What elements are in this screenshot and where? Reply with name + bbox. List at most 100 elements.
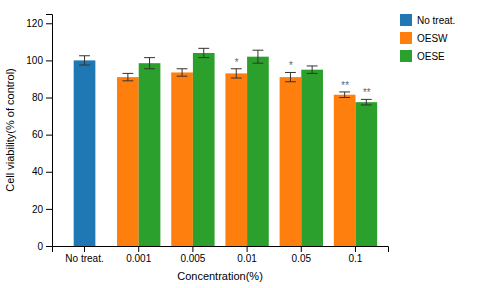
- x-tick-mark: [84, 246, 85, 252]
- y-tick: 40: [32, 166, 52, 177]
- x-tick: 0.001: [126, 246, 151, 264]
- significance-label: *: [288, 60, 293, 71]
- y-tick-label: 80: [32, 92, 44, 103]
- error-bar-cap: [177, 68, 188, 69]
- error-bar-cap: [253, 63, 264, 64]
- bar: [171, 72, 193, 246]
- error-bar-cap: [285, 81, 296, 82]
- annotations: ******: [234, 57, 371, 99]
- x-tick: 0.005: [180, 246, 205, 264]
- y-tick-mark: [46, 98, 52, 99]
- plot: 0 20 40 60 80 100 120 No treat. 0.001 0.005 0.01 0.…: [4, 14, 455, 282]
- error-bar-cap: [253, 50, 264, 51]
- y-tick: 120: [26, 18, 52, 29]
- legend-swatch: [400, 50, 412, 62]
- y-axis-line: [46, 15, 53, 247]
- error-bar: [253, 50, 264, 63]
- error-bar-cap: [198, 57, 209, 58]
- bar: [225, 73, 247, 246]
- error-bar-cap: [177, 76, 188, 77]
- bar: [280, 77, 302, 246]
- error-bar-cap: [122, 80, 133, 81]
- bar: [117, 77, 139, 246]
- error-bar-cap: [144, 57, 155, 58]
- y-tick-mark: [46, 209, 52, 210]
- x-tick-label: 0.001: [126, 253, 151, 264]
- error-bar-stem: [182, 69, 183, 76]
- y-tick-label: 120: [26, 18, 43, 29]
- error-bar: [79, 56, 90, 65]
- legend-label: OESE: [417, 51, 445, 62]
- legend-swatch: [400, 14, 412, 26]
- y-tick-mark: [46, 246, 52, 247]
- error-bar-stem: [84, 56, 85, 65]
- y-tick-label: 60: [32, 129, 44, 140]
- chart: 0 20 40 60 80 100 120 No treat. 0.001 0.005 0.01 0.…: [0, 0, 480, 288]
- y-tick-mark: [46, 172, 52, 173]
- bar: [334, 95, 356, 246]
- significance-label: *: [234, 57, 239, 68]
- y-tick-mark: [46, 23, 52, 24]
- x-tick-mark: [138, 246, 139, 252]
- error-bar-cap: [79, 55, 90, 56]
- y-tick-mark: [46, 60, 52, 61]
- x-tick-label: 0.01: [237, 253, 257, 264]
- x-tick-mark: [301, 246, 302, 252]
- y-tick: 20: [32, 204, 52, 215]
- significance-label: **: [362, 87, 371, 98]
- y-tick-label: 40: [32, 166, 44, 177]
- error-bar-stem: [257, 50, 258, 63]
- x-tick-mark: [192, 246, 193, 252]
- bar: [355, 102, 377, 246]
- x-tick-mark: [247, 246, 248, 252]
- y-tick: 60: [32, 129, 52, 140]
- y-tick-mark: [46, 135, 52, 136]
- error-bar-stem: [312, 66, 313, 73]
- y-tick: 100: [26, 55, 52, 66]
- bar: [139, 63, 161, 246]
- error-bar-cap: [285, 72, 296, 73]
- error-bar-stem: [366, 99, 367, 105]
- legend-item: OESW: [400, 32, 448, 44]
- y-tick: 0: [37, 241, 52, 252]
- error-bar: [231, 69, 242, 78]
- error-bar: [144, 58, 155, 69]
- legend: No treat. OESW OESE: [400, 14, 455, 62]
- x-axis: No treat. 0.001 0.005 0.01 0.05 0.1: [53, 246, 389, 264]
- error-bar-cap: [198, 48, 209, 49]
- error-bar: [307, 66, 318, 73]
- error-bar-cap: [122, 73, 133, 74]
- error-bar-cap: [144, 68, 155, 69]
- error-bar-stem: [127, 73, 128, 80]
- y-tick: 80: [32, 92, 52, 103]
- error-bar-cap: [361, 99, 372, 100]
- error-bar-stem: [236, 69, 237, 78]
- error-bar-cap: [339, 97, 350, 98]
- error-bar: [198, 48, 209, 57]
- bar: [193, 53, 215, 246]
- marks: [74, 48, 377, 246]
- legend-swatch: [400, 32, 412, 44]
- x-axis-title: Concentration(%): [177, 270, 263, 282]
- x-tick-label: 0.05: [292, 253, 312, 264]
- bar: [301, 70, 323, 246]
- legend-item: No treat.: [400, 14, 455, 26]
- significance-label: **: [341, 80, 350, 91]
- x-tick: 0.05: [292, 246, 312, 264]
- x-tick-label: 0.005: [180, 253, 205, 264]
- y-tick-label: 20: [32, 204, 44, 215]
- error-bar: [177, 69, 188, 76]
- bar: [74, 60, 96, 246]
- error-bar: [361, 99, 372, 105]
- error-bar: [122, 73, 133, 80]
- x-tick: 0.01: [237, 246, 257, 264]
- legend-label: No treat.: [417, 15, 455, 26]
- x-tick-label: 0.1: [349, 253, 363, 264]
- error-bar-cap: [79, 65, 90, 66]
- error-bar: [339, 92, 350, 98]
- x-tick-label: No treat.: [65, 253, 103, 264]
- error-bar-stem: [149, 58, 150, 69]
- y-axis-title: Cell viability(% of control): [4, 68, 16, 191]
- error-bar-cap: [361, 104, 372, 105]
- x-tick: 0.1: [349, 246, 363, 264]
